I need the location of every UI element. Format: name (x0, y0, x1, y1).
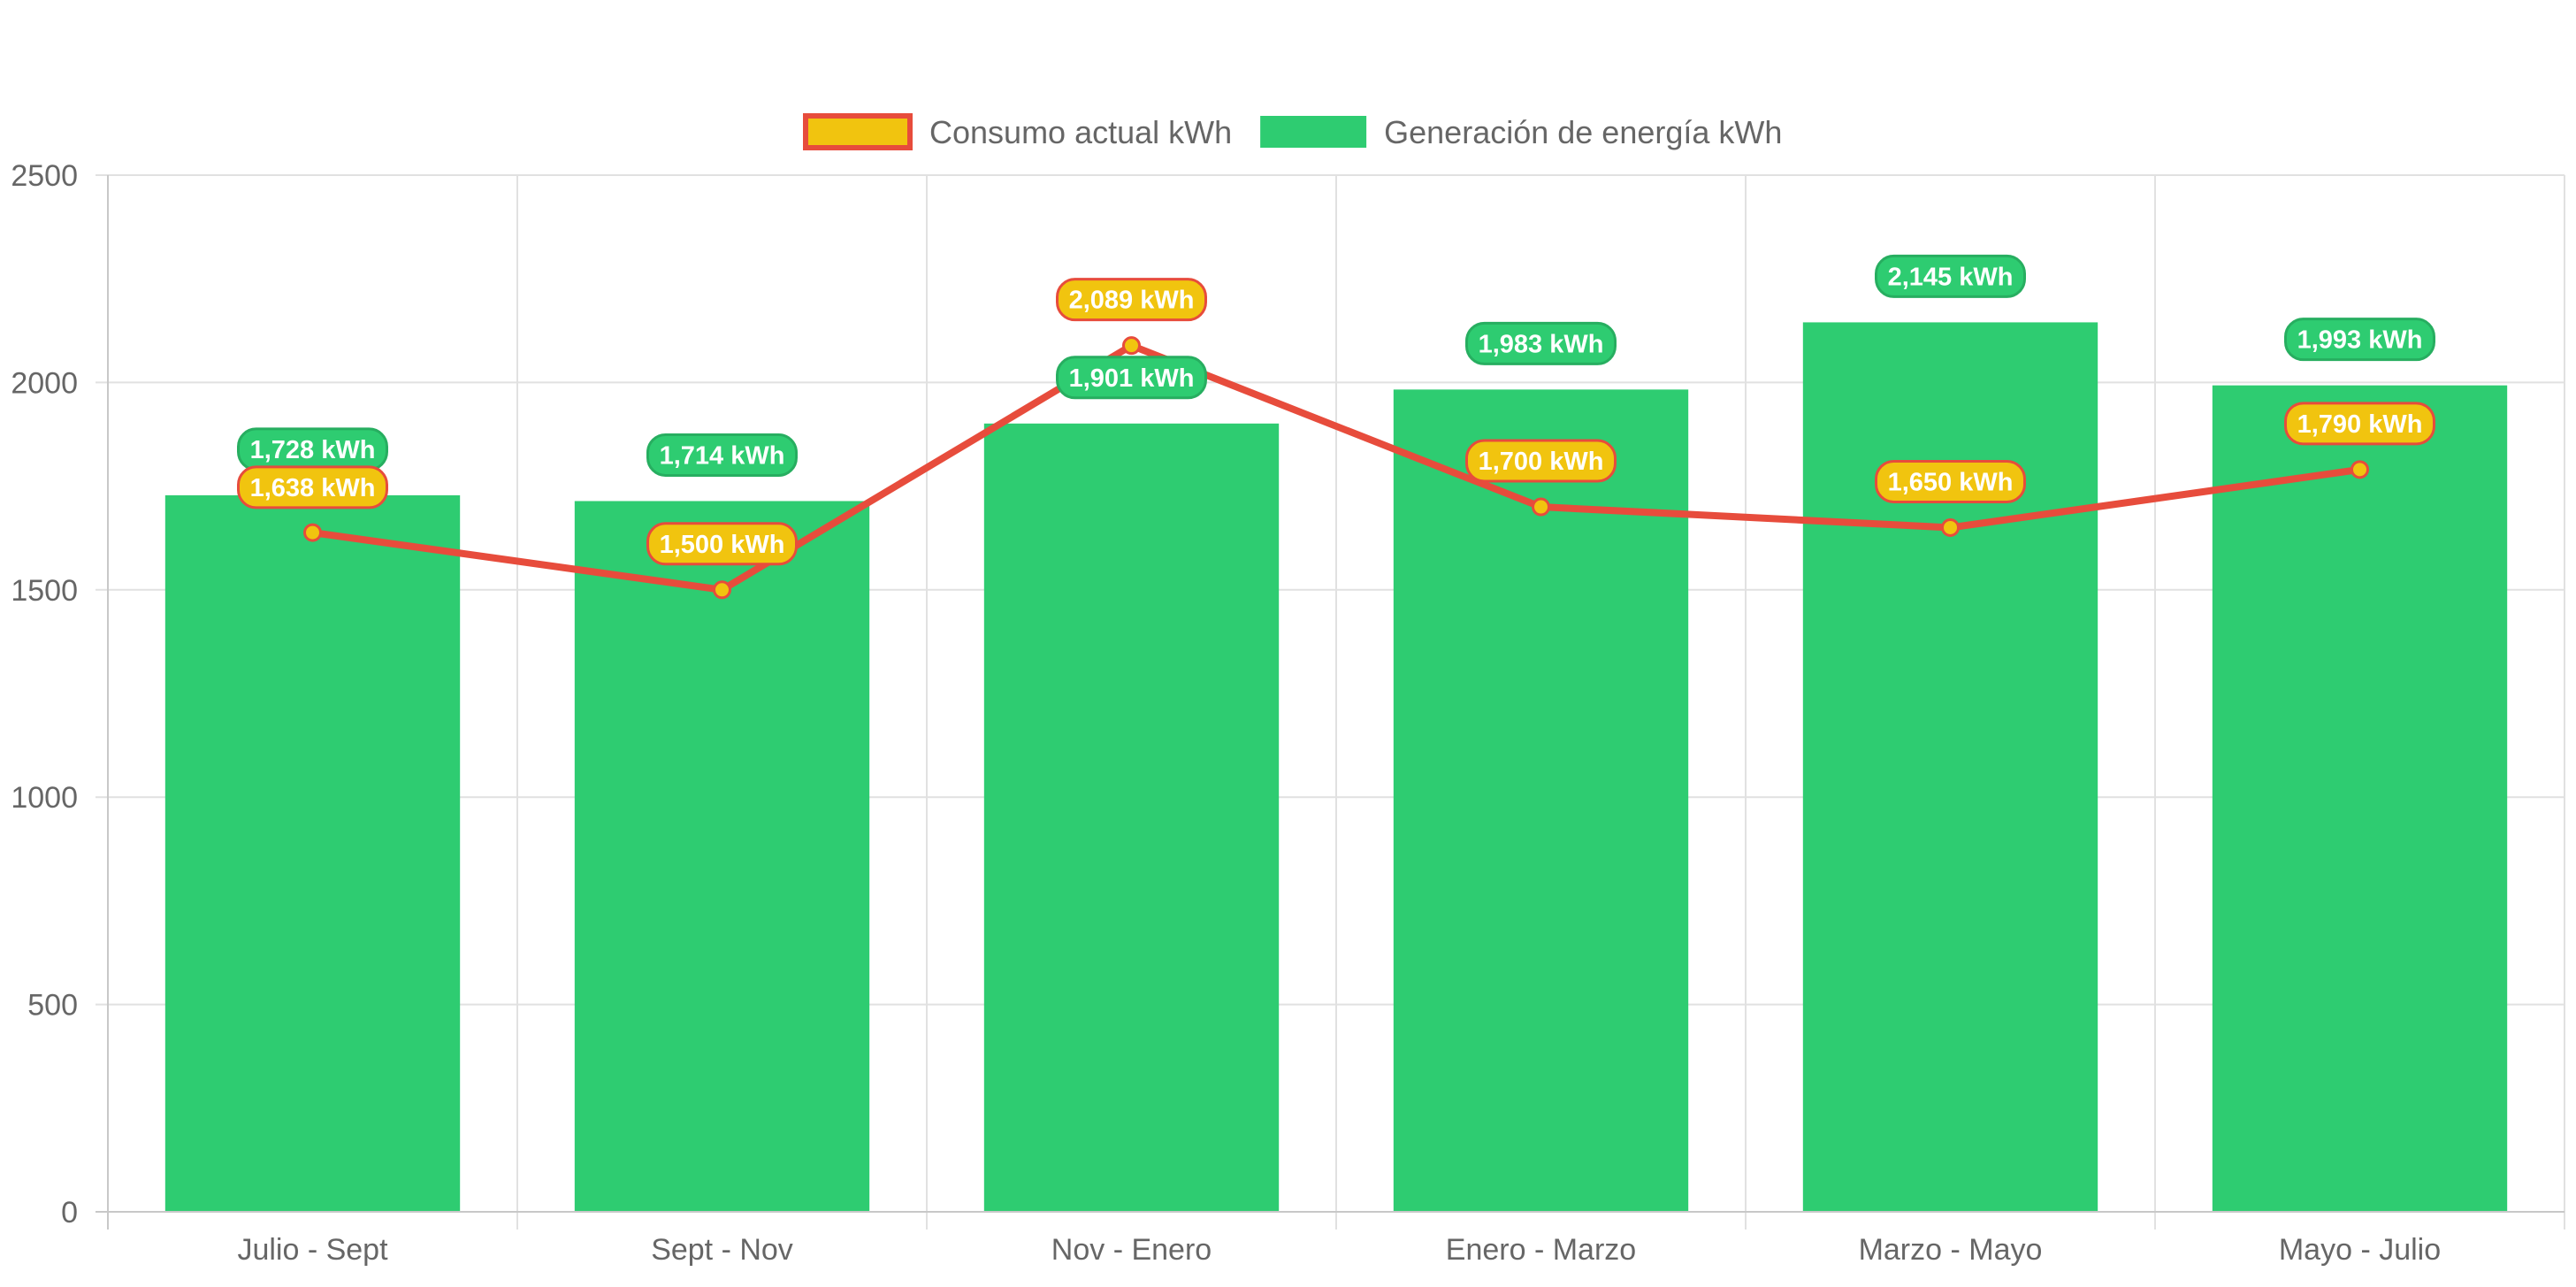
data-label: 2,089 kWh (1056, 278, 1207, 322)
bar (164, 494, 461, 1212)
data-label-box (2284, 318, 2435, 362)
data-label: 1,638 kWh (237, 465, 388, 509)
x-tick-label: Nov - Enero (1051, 1233, 1212, 1267)
data-label-text: 1,790 kWh (2297, 410, 2423, 439)
bar-layer (164, 322, 2508, 1213)
legend-swatch-generacion (1260, 116, 1367, 148)
data-label-text: 1,638 kWh (250, 474, 376, 502)
data-label: 1,790 kWh (2284, 402, 2435, 446)
data-label-text: 1,700 kWh (1479, 448, 1604, 476)
x-tick-label: Mayo - Julio (2279, 1233, 2441, 1267)
data-label-text: 1,983 kWh (1479, 330, 1604, 358)
data-label-text: 1,500 kWh (660, 531, 785, 559)
data-label-text: 2,089 kWh (1069, 287, 1195, 315)
data-label-box (1875, 254, 2026, 298)
label-layer: 1,728 kWh 1,638 kWh 1,714 kWh 1,500 kWh 1,90… (237, 254, 2435, 566)
legend-label-generacion: Generación de energía kWh (1384, 114, 1782, 150)
axis-layer: 0 500 1000 1500 2000 2500 Julio - Sept Sept - N… (11, 159, 2565, 1267)
legend[interactable]: Consumo actual kWh Generación de energía … (803, 113, 1782, 150)
bar (2212, 385, 2508, 1212)
line-point (1941, 517, 1960, 537)
y-tick-label: 0 (61, 1196, 78, 1230)
data-label-box (1056, 278, 1207, 322)
data-label-box (237, 465, 388, 509)
y-tick-label: 2000 (11, 366, 78, 400)
legend-swatch-consumo (803, 113, 913, 150)
x-tick-label: Julio - Sept (237, 1233, 388, 1267)
line-point (713, 580, 731, 600)
line-point (2351, 460, 2369, 479)
bar (1393, 389, 1689, 1212)
line-point (1122, 336, 1141, 356)
data-label: 1,700 kWh (1465, 439, 1617, 483)
data-label-box (1875, 459, 2026, 503)
line-layer (303, 336, 2369, 600)
x-tick-label: Enero - Marzo (1446, 1233, 1636, 1267)
x-tick-label: Sept - Nov (651, 1233, 793, 1267)
data-label-text: 1,901 kWh (1069, 364, 1195, 393)
y-tick-label: 1500 (11, 574, 78, 608)
data-label: 1,901 kWh (1056, 356, 1207, 400)
bar (983, 423, 1280, 1213)
bar (574, 501, 870, 1212)
data-label-text: 2,145 kWh (1888, 263, 2014, 291)
line-point (303, 523, 322, 542)
data-label-box (1465, 321, 1617, 365)
x-tick-label: Marzo - Mayo (1859, 1233, 2043, 1267)
data-label-text: 1,714 kWh (660, 441, 785, 470)
y-tick-label: 1000 (11, 781, 78, 815)
data-label-box (2284, 402, 2435, 446)
grid-layer (96, 174, 2565, 1230)
y-tick-label: 2500 (11, 159, 78, 193)
data-label-box (646, 522, 798, 566)
data-label-box (1056, 356, 1207, 400)
data-label-text: 1,993 kWh (2297, 326, 2423, 355)
line-series (309, 341, 2364, 594)
legend-label-consumo: Consumo actual kWh (929, 114, 1232, 150)
bar (1802, 322, 2098, 1212)
y-tick-label: 500 (27, 989, 78, 1023)
data-label-box (1465, 439, 1617, 483)
data-label-box (646, 433, 798, 477)
data-label: 2,145 kWh (1875, 254, 2026, 298)
line-point (1532, 497, 1550, 517)
data-label: 1,983 kWh (1465, 321, 1617, 365)
data-label-text: 1,728 kWh (250, 436, 376, 464)
data-label: 1,650 kWh (1875, 459, 2026, 503)
data-label-text: 1,650 kWh (1888, 468, 2014, 496)
data-label: 1,993 kWh (2284, 318, 2435, 362)
data-label: 1,714 kWh (646, 433, 798, 477)
data-label: 1,500 kWh (646, 522, 798, 566)
data-label: 1,728 kWh (237, 427, 388, 471)
